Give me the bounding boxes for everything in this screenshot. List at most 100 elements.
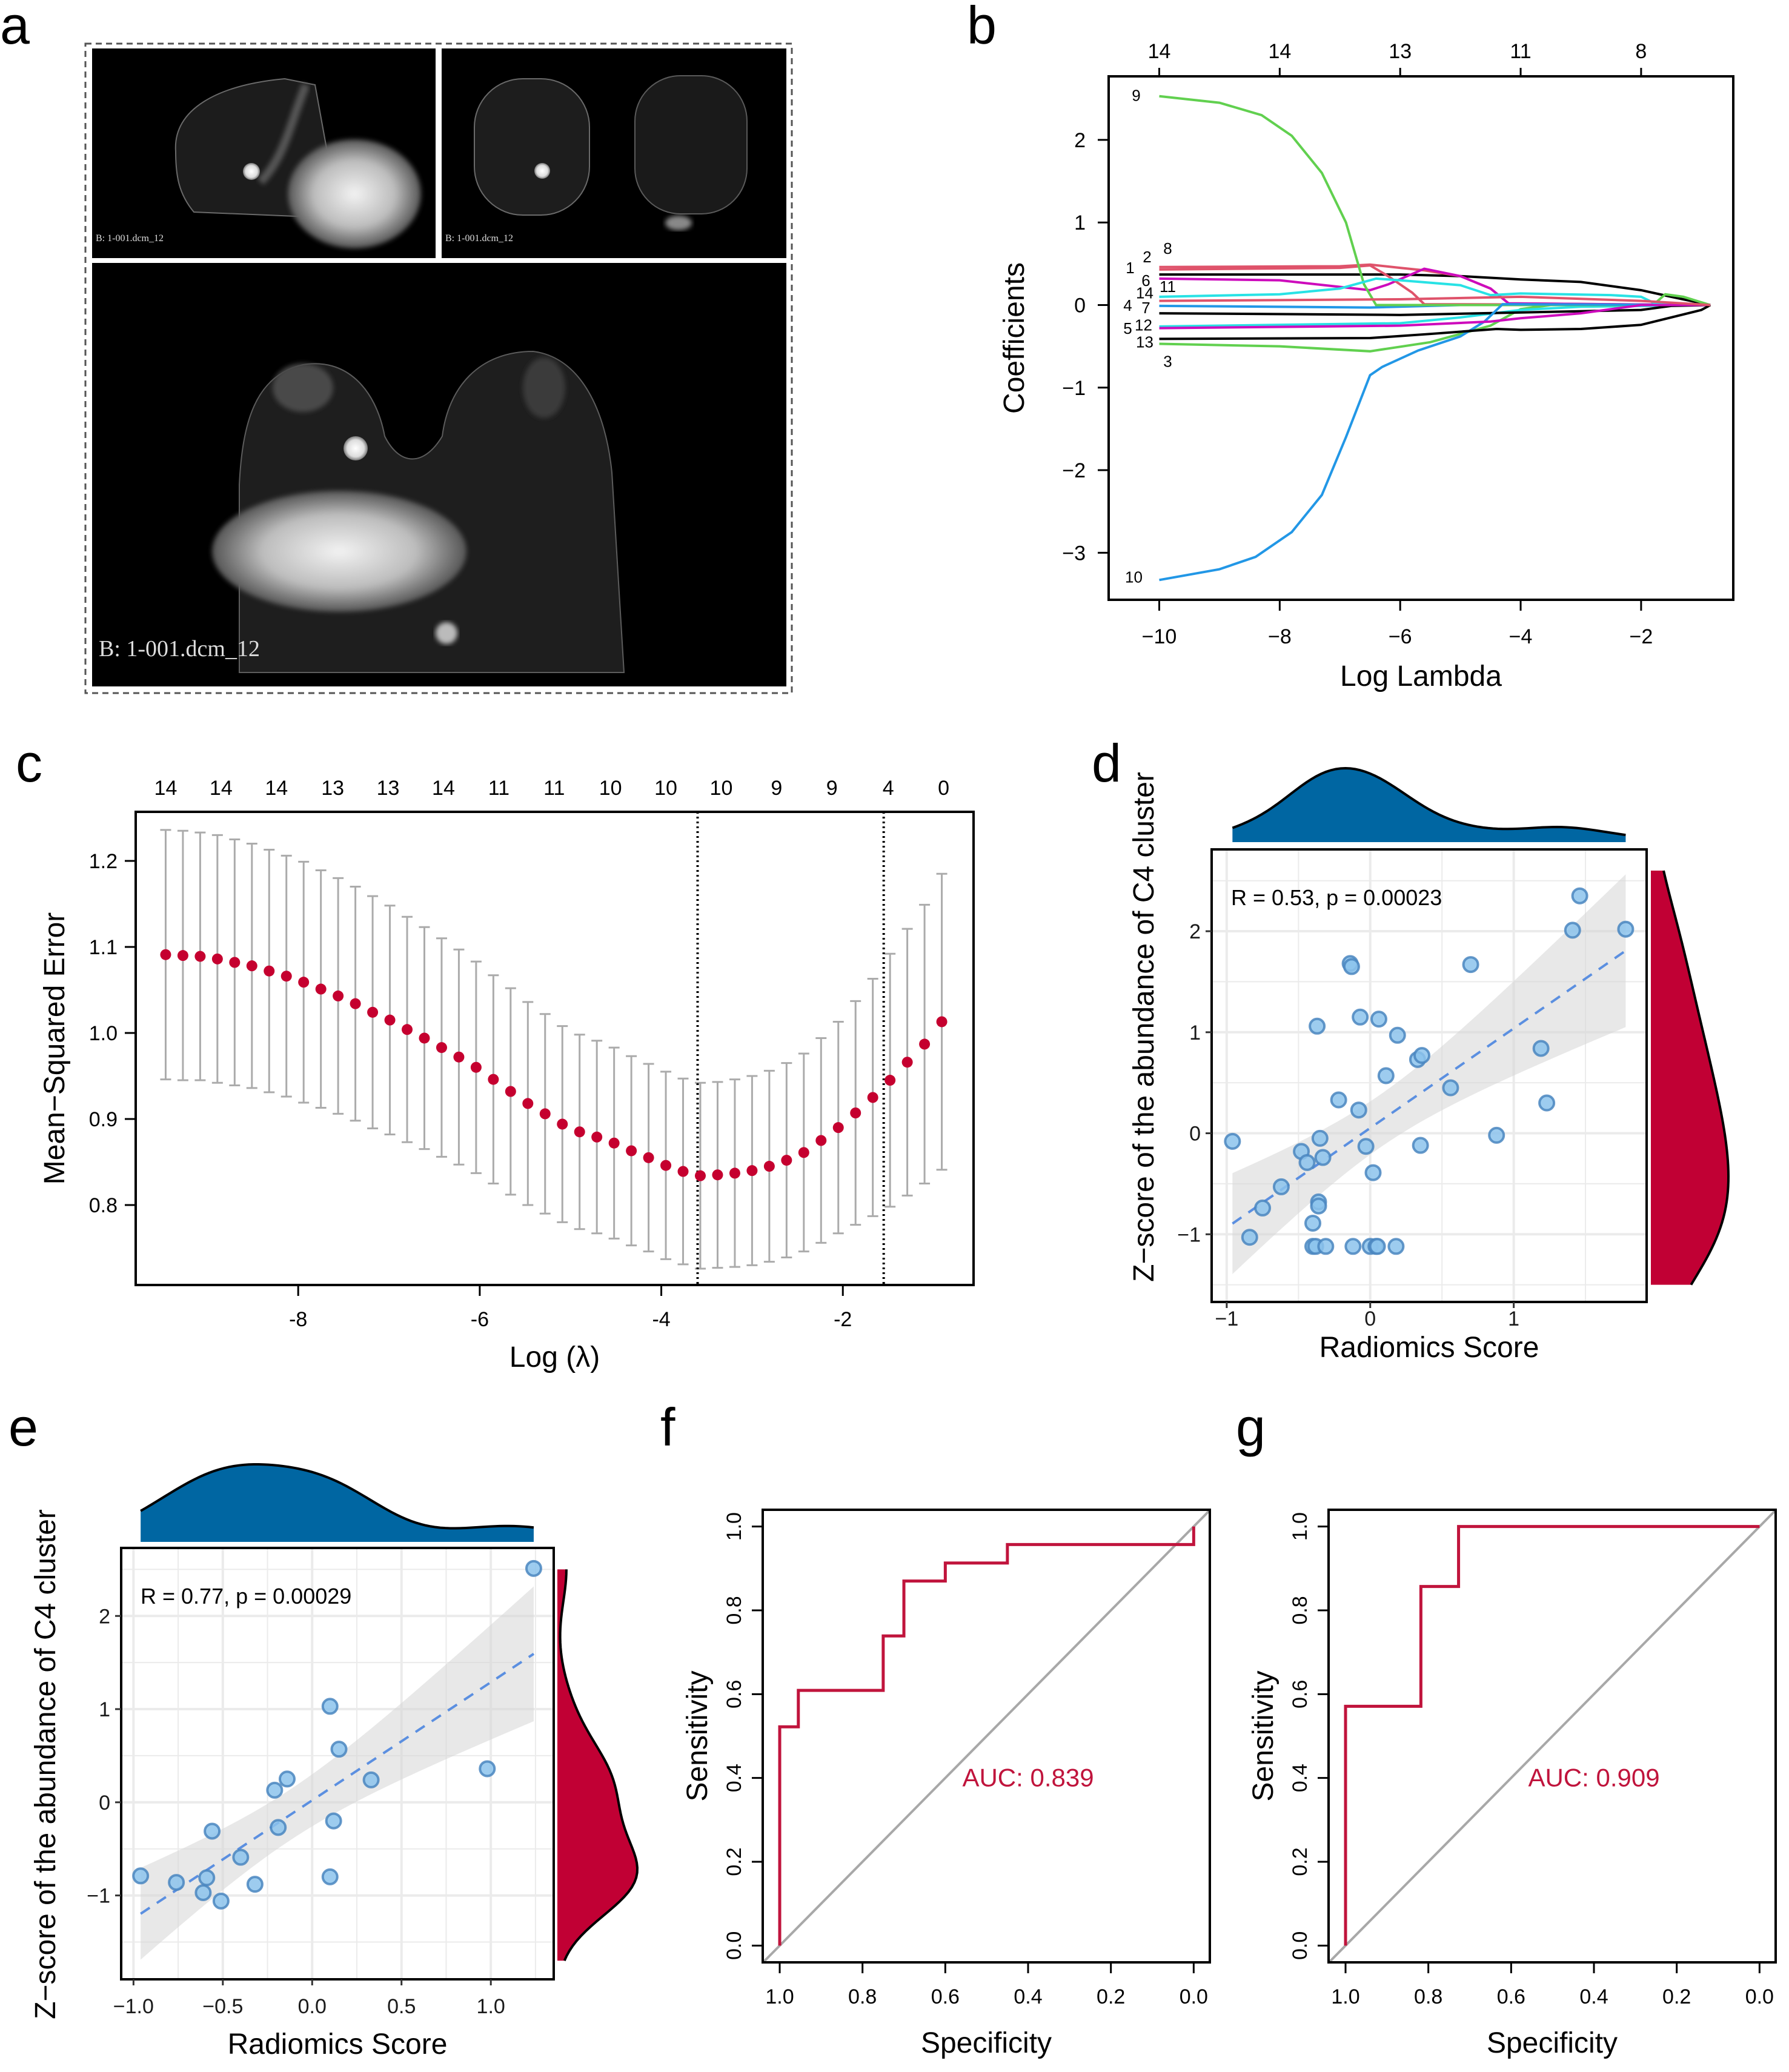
coefficient-label: 2	[1143, 248, 1151, 266]
mse-point	[453, 1051, 465, 1063]
y-axis-title: Z−score of the abundance of C4 cluster	[30, 1509, 62, 2019]
auc-label: AUC: 0.839	[962, 1764, 1094, 1792]
data-point	[232, 1848, 250, 1866]
y-density	[1651, 871, 1728, 1285]
x-axis-title: Radiomics Score	[228, 2028, 448, 2060]
x-tick-label: 0.5	[387, 1995, 416, 2018]
x-tick-label: 0.8	[1414, 1985, 1442, 2008]
y-tick-label: −1	[1177, 1223, 1201, 1246]
data-point	[1317, 1238, 1335, 1255]
y-density-outline	[559, 1569, 639, 1962]
x-tick-label: −1	[1215, 1307, 1238, 1330]
mse-point	[694, 1170, 706, 1181]
data-point	[1224, 1132, 1241, 1150]
coefficient-label: 11	[1160, 277, 1176, 296]
data-point	[1310, 1197, 1327, 1215]
panel-f-roc: 1.0 0.8 0.6 0.4 0.2 0.0 0.0 0.2 0.4 0.6 0.8 1.0 Spec…	[682, 1509, 1211, 2059]
mse-point	[522, 1098, 534, 1109]
x-tick-label: 0.8	[848, 1985, 877, 2008]
mse-point	[436, 1042, 447, 1054]
x-axis-title: Specificity	[1487, 2027, 1618, 2059]
mse-point	[626, 1145, 637, 1157]
data-point	[278, 1770, 296, 1788]
data-point	[168, 1874, 185, 1891]
plot-box	[120, 1547, 555, 1981]
mse-point	[591, 1131, 603, 1143]
x-tick-label: −4	[1509, 625, 1533, 648]
mse-point	[539, 1108, 551, 1120]
y-tick-label: 2	[1074, 129, 1086, 152]
coefficient-line-12	[1159, 304, 1711, 330]
mse-point	[211, 953, 223, 965]
data-point	[1344, 1238, 1362, 1255]
coefficient-line-11	[1159, 277, 1711, 307]
mse-point	[867, 1092, 878, 1103]
panel-c-cv-curve: -8 -6 -4 -2 0.8 0.9 1.0 1.1 1.2 14 14 14 13 13 14 11 11 1…	[39, 777, 975, 1373]
mse-point	[763, 1161, 775, 1172]
plot-box	[134, 811, 975, 1286]
data-point	[1442, 1079, 1459, 1097]
data-point	[1532, 1040, 1550, 1057]
top-axis-label: 0	[938, 777, 949, 800]
mse-point	[677, 1166, 689, 1177]
panel-letter-f: f	[660, 1397, 675, 1457]
mse-point	[333, 990, 344, 1001]
x-tick-label: 1.0	[477, 1995, 505, 2018]
mse-point	[402, 1024, 413, 1035]
mse-point	[608, 1137, 620, 1149]
x-density	[1232, 768, 1626, 842]
y-tick-label: 1	[1189, 1021, 1201, 1044]
data-point	[1413, 1047, 1431, 1064]
mse-point	[315, 983, 327, 995]
y-tick-label: 0.4	[723, 1764, 746, 1792]
mse-point	[194, 951, 206, 962]
x-tick-label: -6	[471, 1308, 489, 1331]
y-tick-label: 0.6	[723, 1680, 746, 1708]
x-tick-label: −10	[1142, 625, 1177, 648]
y-tick-label: 2	[99, 1605, 110, 1628]
data-point	[1370, 1011, 1387, 1028]
data-point	[362, 1771, 380, 1788]
image-frame	[84, 42, 793, 694]
mse-point	[643, 1152, 654, 1163]
mse-point	[832, 1122, 844, 1134]
plot-box	[1107, 75, 1734, 601]
coefficient-label: 14	[1136, 284, 1153, 302]
regression-line	[1232, 949, 1627, 1225]
mse-point	[419, 1032, 430, 1044]
roc-curve	[1344, 1525, 1760, 1946]
y-axis-title: Z−score of the abundance of C4 cluster	[1128, 772, 1160, 1282]
mse-point	[177, 950, 188, 961]
grid-lines	[121, 1548, 554, 1979]
mse-point	[280, 971, 292, 982]
data-point	[1369, 1238, 1386, 1255]
panel-letter-d: d	[1092, 733, 1121, 793]
top-axis-label: 13	[377, 777, 400, 800]
data-point	[1364, 1164, 1382, 1181]
data-point	[270, 1819, 287, 1836]
coefficient-line-13	[1159, 304, 1711, 340]
correlation-annotation: R = 0.53, p = 0.00023	[1231, 885, 1442, 910]
top-axis-label: 10	[710, 777, 733, 800]
x-axis-title: Log (λ)	[509, 1341, 600, 1373]
y-tick-label: 0.6	[1289, 1680, 1312, 1708]
top-axis-label: 9	[771, 777, 782, 800]
data-point	[479, 1760, 496, 1778]
panel-d-correlation: R = 0.53, p = 0.00023 −1 0 1 −1 0 1 2 Radiomics …	[1128, 766, 1730, 1364]
y-tick-label: −1	[87, 1885, 110, 1908]
mri-coronal-image: B: 1-001.dcm_12	[442, 48, 786, 258]
panel-letter-e: e	[8, 1397, 38, 1457]
mse-point	[264, 965, 275, 977]
top-axis-label: 14	[432, 777, 455, 800]
y-tick-label: 0	[1189, 1123, 1201, 1146]
x-tick-label: 0.6	[1497, 1985, 1525, 2008]
y-tick-label: 0.2	[723, 1847, 746, 1876]
data-point	[1350, 1101, 1367, 1119]
chance-diagonal	[762, 1509, 1211, 1964]
y-tick-label: −2	[1062, 459, 1086, 482]
x-tick-label: -8	[289, 1308, 307, 1331]
coefficient-label: 12	[1135, 316, 1152, 334]
x-tick-label: −1.0	[113, 1995, 154, 2018]
